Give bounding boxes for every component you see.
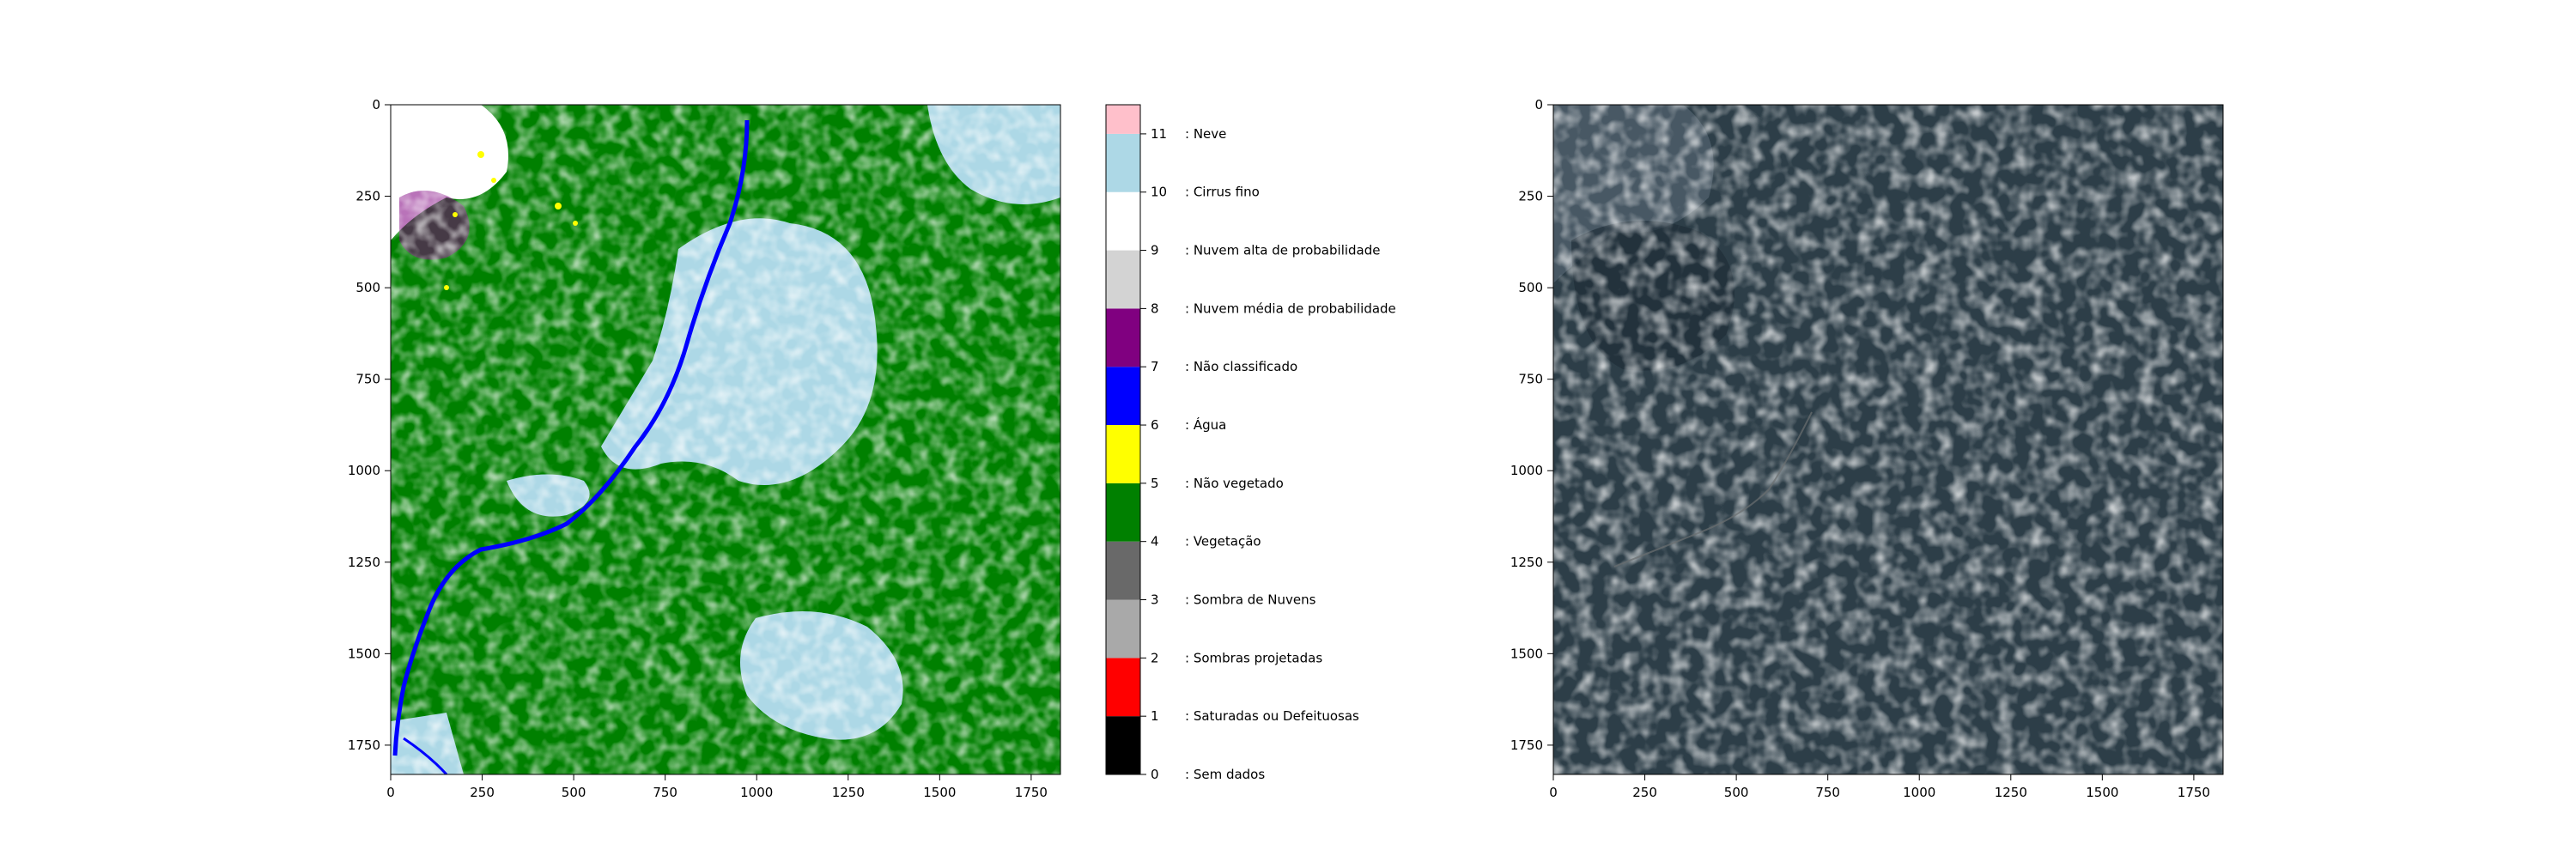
x-tick-label: 1500 bbox=[2086, 785, 2118, 800]
legend-label: : Não vegetado bbox=[1185, 476, 1284, 491]
y-tick-label: 1750 bbox=[1510, 738, 1543, 753]
axes-frame bbox=[1552, 104, 2224, 775]
x-tick-label: 1000 bbox=[740, 785, 773, 800]
legend-label: : Sombras projetadas bbox=[1185, 650, 1322, 665]
colorbar-swatch bbox=[1106, 133, 1140, 192]
x-tick-label: 750 bbox=[653, 785, 677, 800]
non-vegetated-spots bbox=[444, 151, 578, 290]
legend-label: : Nuvem alta de probabilidade bbox=[1185, 243, 1381, 258]
y-tick-label: 1500 bbox=[348, 646, 380, 661]
classification-image bbox=[391, 105, 1060, 774]
colorbar-swatch bbox=[1106, 367, 1140, 426]
colorbar-swatch bbox=[1106, 191, 1140, 251]
y-tick-label: 0 bbox=[1534, 97, 1543, 112]
y-tick-label: 1500 bbox=[1510, 646, 1543, 661]
legend-label: : Nuvem média de probabilidade bbox=[1185, 300, 1396, 316]
colorbar-tick-label: 2 bbox=[1151, 650, 1159, 665]
colorbar: 0 : Sem dados 1 : Saturadas ou Defeituosas 2… bbox=[1105, 104, 1396, 782]
y-tick-label: 250 bbox=[355, 189, 380, 204]
legend-label: : Cirrus fino bbox=[1185, 185, 1260, 200]
colorbar-swatch bbox=[1106, 250, 1140, 309]
colorbar-tick-label: 5 bbox=[1151, 476, 1159, 491]
y-tick-label: 0 bbox=[372, 97, 380, 112]
y-tick-label: 250 bbox=[1518, 189, 1543, 204]
y-tick-label: 1250 bbox=[348, 555, 380, 570]
y-tick-label: 750 bbox=[1518, 372, 1543, 387]
colorbar-swatch bbox=[1106, 716, 1140, 774]
colorbar-swatch bbox=[1106, 308, 1140, 367]
x-tick-label: 1500 bbox=[923, 785, 956, 800]
colorbar-tick-label: 9 bbox=[1151, 243, 1159, 258]
x-tick-label: 750 bbox=[1815, 785, 1840, 800]
legend-label: : Sombra de Nuvens bbox=[1185, 592, 1316, 608]
y-tick-label: 1000 bbox=[1510, 463, 1543, 478]
x-tick-label: 0 bbox=[1549, 785, 1558, 800]
river bbox=[392, 119, 750, 756]
colorbar-tick-label: 10 bbox=[1151, 185, 1167, 200]
y-tick-label: 1750 bbox=[348, 738, 380, 753]
river-trace bbox=[1613, 411, 1813, 568]
legend-label: : Neve bbox=[1185, 126, 1226, 142]
colorbar-tick-label: 6 bbox=[1151, 417, 1159, 433]
colorbar-swatch bbox=[1106, 541, 1140, 600]
y-tick-label: 500 bbox=[1518, 280, 1543, 295]
x-tick-label: 0 bbox=[386, 785, 395, 800]
scene-classification-map: 0 250 500 750 1000 1250 1500 1750 0 250 500 750 1000… bbox=[348, 97, 1061, 800]
colorbar-swatch bbox=[1106, 105, 1140, 134]
river-branch bbox=[403, 737, 448, 774]
x-tick-label: 500 bbox=[562, 785, 586, 800]
colorbar-swatch bbox=[1106, 425, 1140, 483]
x-tick-label: 500 bbox=[1724, 785, 1749, 800]
x-tick-label: 1250 bbox=[1995, 785, 2027, 800]
legend-label: : Vegetação bbox=[1185, 534, 1261, 549]
colorbar-tick-label: 1 bbox=[1151, 708, 1159, 724]
x-tick-label: 1250 bbox=[832, 785, 865, 800]
x-tick-label: 250 bbox=[1632, 785, 1657, 800]
true-color-map: 0 250 500 750 1000 1250 1500 1750 0 250 500 750 1000… bbox=[1510, 97, 2224, 800]
colorbar-frame bbox=[1105, 104, 1141, 775]
y-tick-label: 1000 bbox=[348, 463, 380, 478]
colorbar-swatch bbox=[1106, 483, 1140, 542]
x-tick-label: 1750 bbox=[1015, 785, 1048, 800]
colorbar-tick-label: 0 bbox=[1151, 767, 1159, 782]
legend-label: : Não classificado bbox=[1185, 359, 1297, 374]
true-color-image bbox=[1553, 105, 2223, 774]
legend-label: : Saturadas ou Defeituosas bbox=[1185, 708, 1359, 724]
x-tick-label: 1000 bbox=[1903, 785, 1935, 800]
colorbar-tick-label: 3 bbox=[1151, 592, 1159, 608]
x-tick-label: 1750 bbox=[2178, 785, 2210, 800]
axes-frame bbox=[390, 104, 1061, 775]
legend-label: : Sem dados bbox=[1185, 767, 1265, 782]
colorbar-swatch bbox=[1106, 599, 1140, 659]
colorbar-tick-label: 4 bbox=[1151, 534, 1159, 549]
legend-label: : Água bbox=[1185, 416, 1226, 433]
colorbar-tick-label: 11 bbox=[1151, 126, 1167, 142]
x-tick-label: 250 bbox=[470, 785, 495, 800]
colorbar-tick-label: 7 bbox=[1151, 359, 1159, 374]
colorbar-swatch bbox=[1106, 658, 1140, 717]
y-tick-label: 500 bbox=[355, 280, 380, 295]
y-tick-label: 1250 bbox=[1510, 555, 1543, 570]
y-tick-label: 750 bbox=[355, 372, 380, 387]
colorbar-tick-label: 8 bbox=[1151, 300, 1159, 316]
